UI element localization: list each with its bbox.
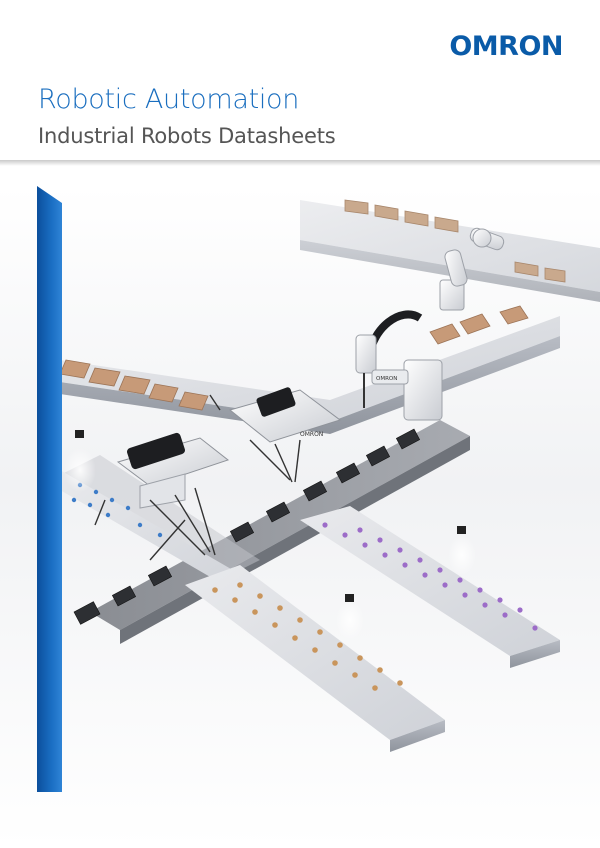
vision-cameras [64, 430, 476, 640]
omron-logo: OMRON [449, 31, 563, 62]
blue-parts-conveyor [60, 470, 250, 600]
page-subtitle: Industrial Robots Datasheets [38, 124, 336, 148]
scara-robot: OMRON [355, 310, 443, 421]
blue-accent-band [37, 186, 62, 792]
header-divider [0, 160, 600, 166]
page-title: Robotic Automation [38, 84, 300, 115]
delta-robot-middle: OMRON [209, 387, 342, 483]
purple-parts-conveyor [300, 506, 560, 668]
robot-conveyor-illustration: OMRON OMRON [0, 186, 600, 848]
delta-robot-left [94, 432, 230, 561]
robot-brand-label: OMRON [376, 376, 397, 382]
middle-conveyor [59, 305, 560, 434]
six-axis-robot [439, 227, 505, 311]
robot-brand-label: OMRON [300, 431, 323, 438]
orange-parts-conveyor [185, 565, 445, 752]
